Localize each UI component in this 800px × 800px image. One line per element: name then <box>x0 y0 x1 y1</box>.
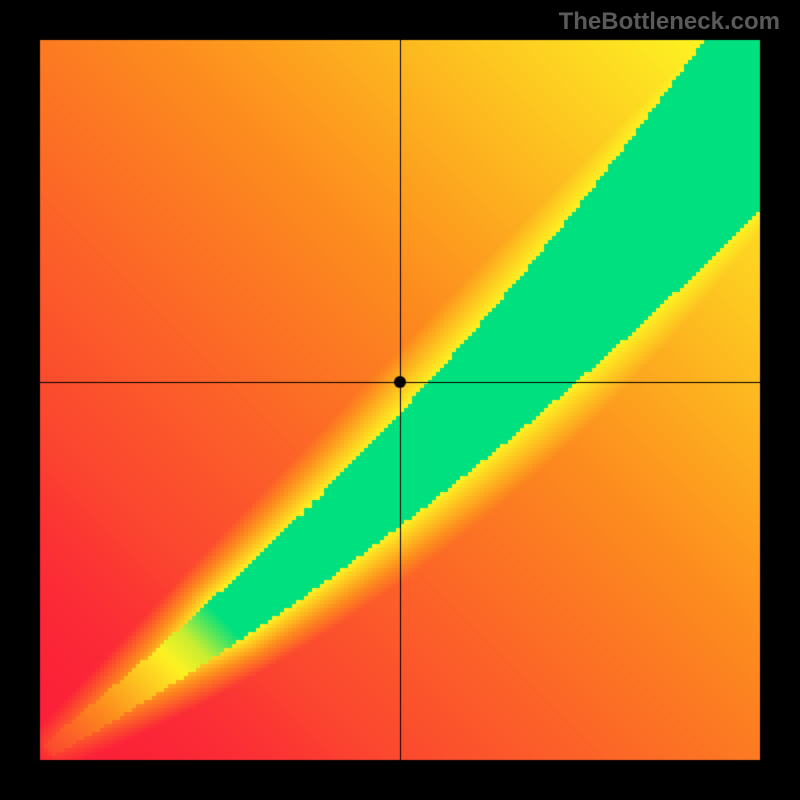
attribution-label: TheBottleneck.com <box>559 8 780 36</box>
chart-container: { "attribution": { "text": "TheBottlenec… <box>0 0 800 800</box>
bottleneck-heatmap <box>0 0 800 800</box>
